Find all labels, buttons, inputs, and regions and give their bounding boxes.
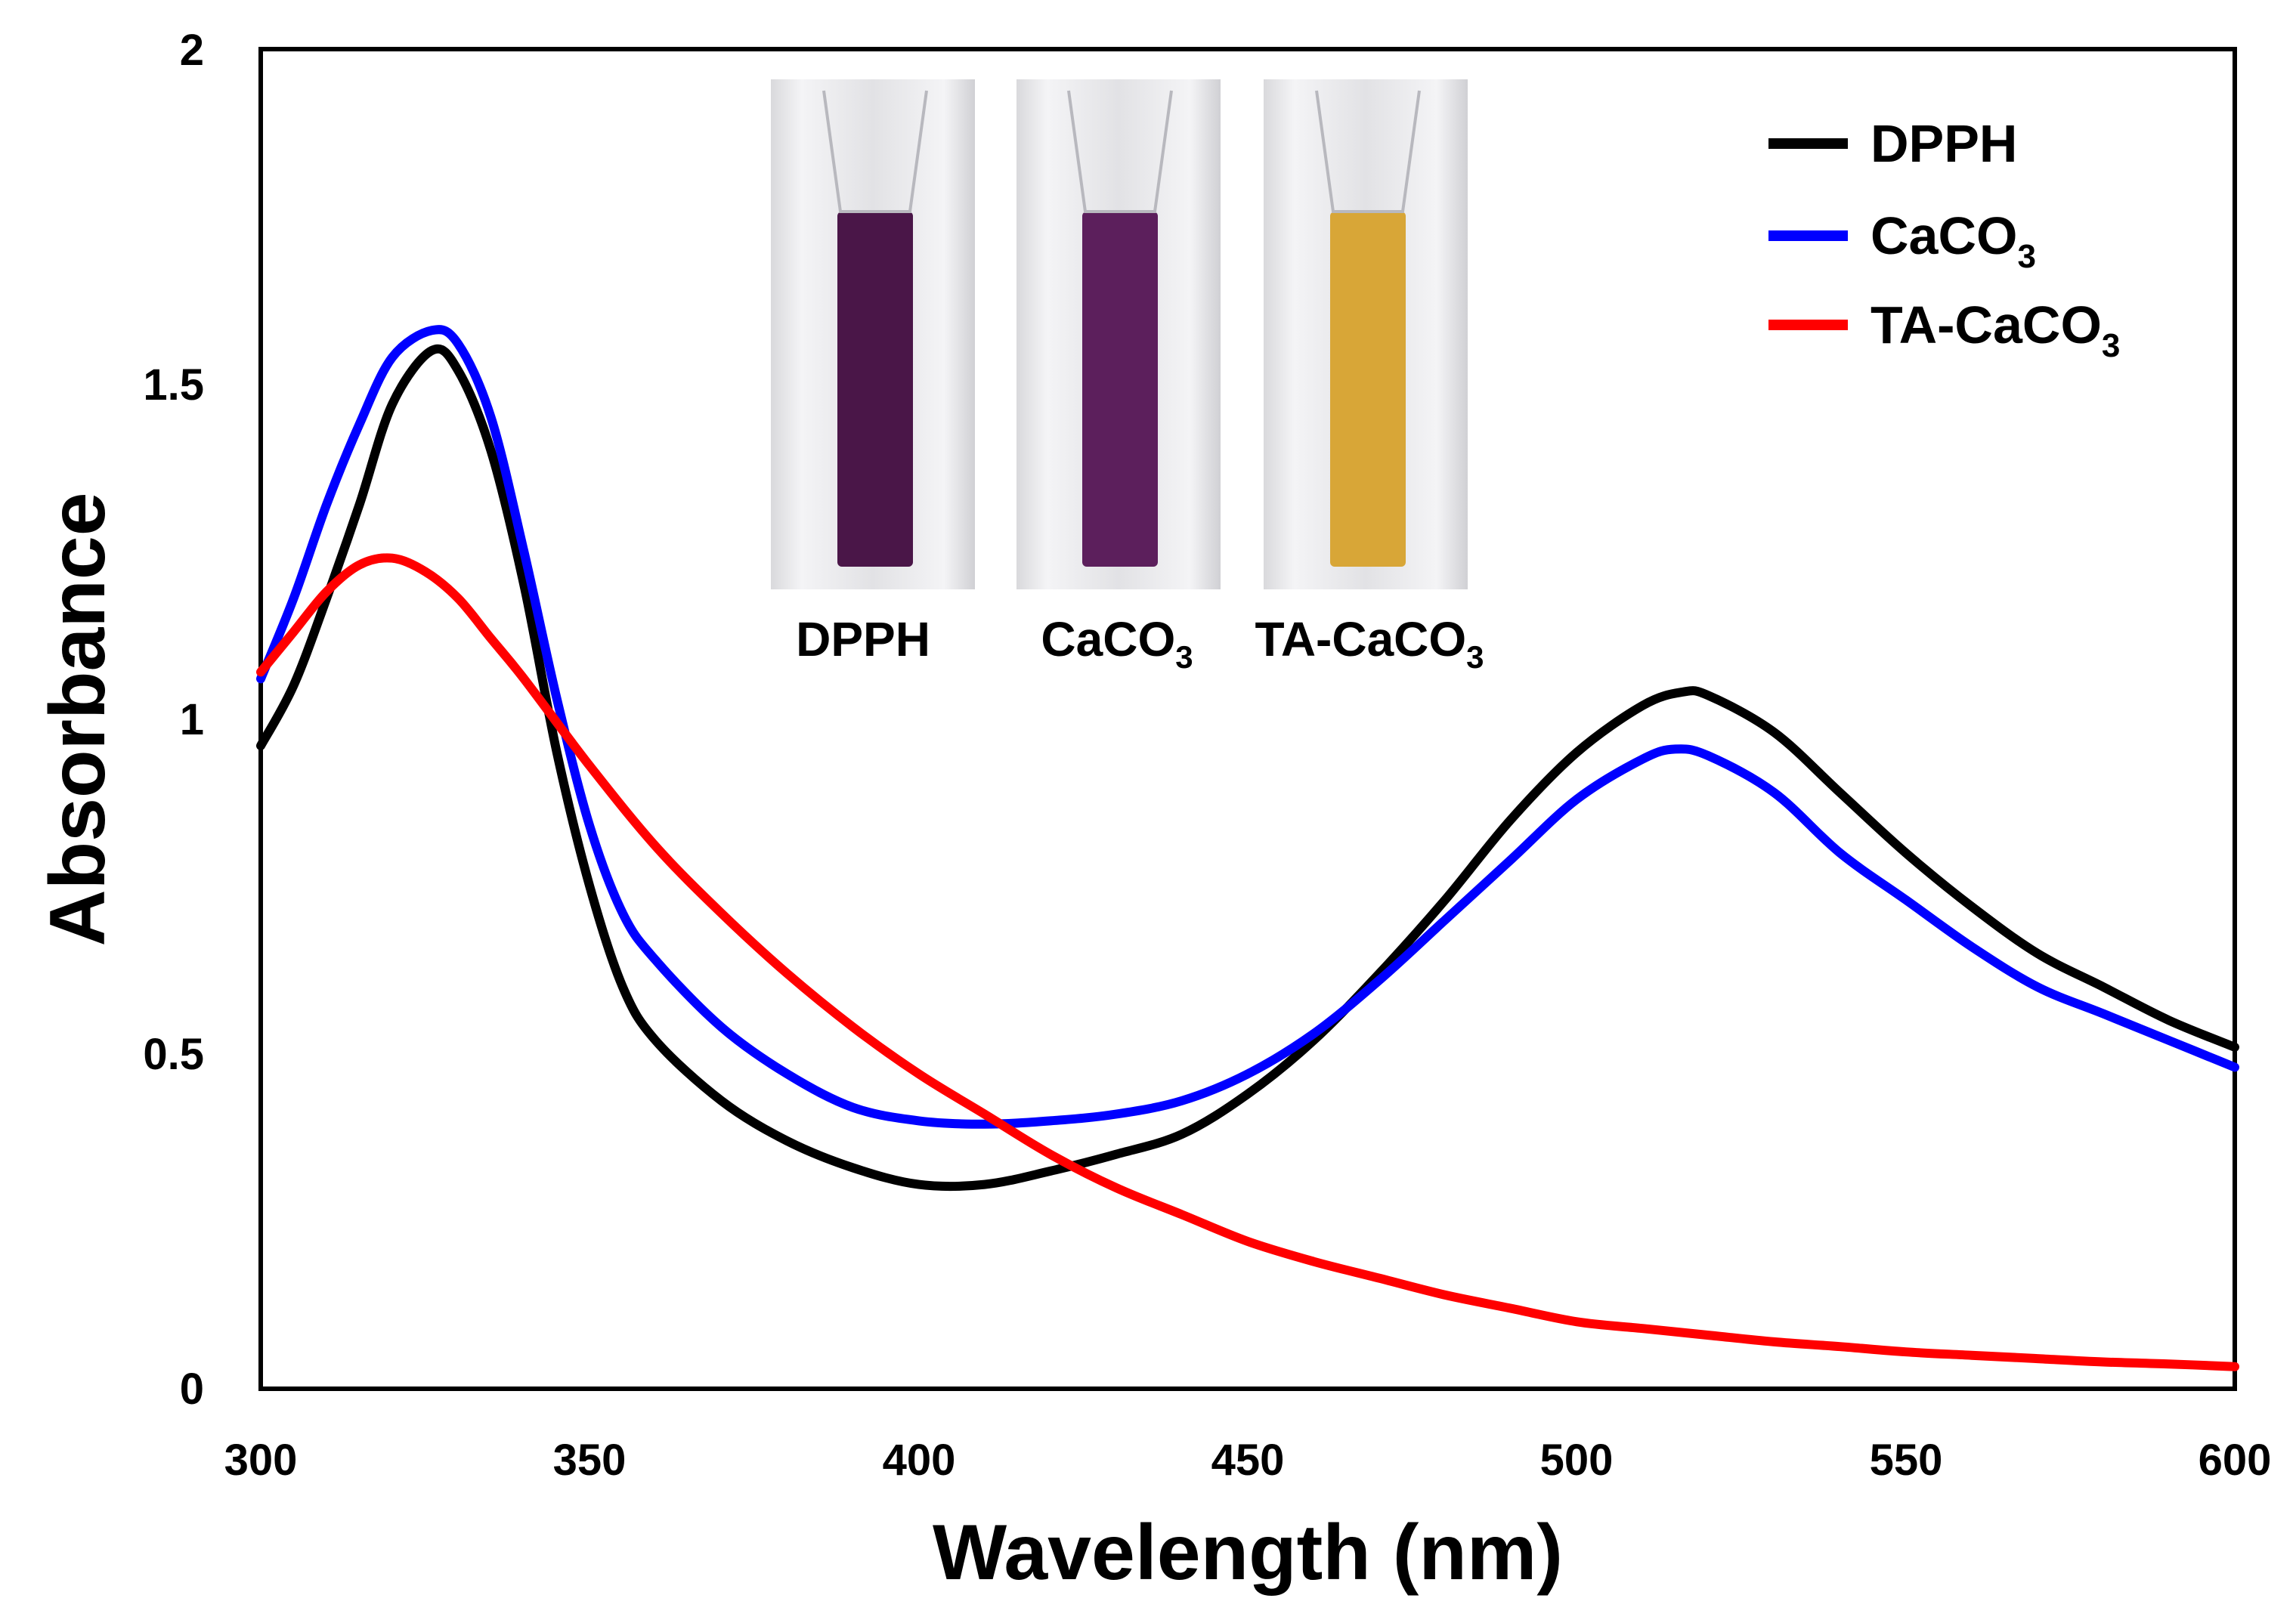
- cuvette-photo-inset: DPPH CaCO3 TA-CaCO3: [771, 79, 1484, 675]
- cuvette-neck: [1067, 90, 1173, 213]
- series-line-ta-caco3: [256, 553, 2239, 1371]
- x-tick-label: 450: [1211, 1436, 1285, 1485]
- y-tick-labels: 0 0.5 1 1.5 2: [143, 26, 204, 1414]
- cuvette-neck: [822, 90, 928, 213]
- series-line-caco3: [256, 325, 2239, 1129]
- cuvette-caco3: [1016, 79, 1221, 589]
- cuvette-dpph: [771, 79, 975, 589]
- y-axis-title: Absorbance: [34, 492, 122, 946]
- x-tick-label: 300: [224, 1436, 298, 1485]
- y-tick-label: 1.5: [143, 360, 204, 410]
- legend-label-caco3: CaCO3: [1871, 206, 2036, 275]
- cuvette-liquid: [1330, 212, 1406, 567]
- inset-label-dpph: DPPH: [796, 612, 930, 666]
- y-tick-label: 2: [180, 26, 204, 75]
- legend-label-dpph: DPPH: [1871, 114, 2017, 173]
- cuvette-ta-caco3: [1264, 79, 1468, 589]
- y-tick-label: 0: [180, 1365, 204, 1414]
- legend-label-ta-caco3: TA-CaCO3: [1871, 295, 2120, 364]
- x-tick-label: 400: [883, 1436, 956, 1485]
- x-tick-labels: 300 350 400 450 500 550 600: [224, 1436, 2272, 1485]
- cuvette-liquid: [837, 212, 913, 567]
- cuvette-liquid: [1082, 212, 1158, 567]
- x-tick-label: 600: [2199, 1436, 2272, 1485]
- cuvette-neck: [1315, 90, 1421, 213]
- x-axis-title: Wavelength (nm): [933, 1509, 1563, 1597]
- plot-frame: [258, 47, 2237, 1391]
- x-tick-label: 350: [553, 1436, 627, 1485]
- x-tick-label: 500: [1540, 1436, 1614, 1485]
- y-tick-label: 1: [180, 695, 204, 744]
- inset-label-ta-caco3: TA-CaCO3: [1255, 612, 1484, 675]
- legend: DPPH CaCO3 TA-CaCO3: [1768, 114, 2120, 364]
- series-line-dpph: [256, 344, 2239, 1192]
- y-tick-label: 0.5: [143, 1030, 204, 1079]
- series-layer: [256, 325, 2239, 1371]
- inset-label-caco3: CaCO3: [1041, 612, 1193, 675]
- x-tick-label: 550: [1870, 1436, 1943, 1485]
